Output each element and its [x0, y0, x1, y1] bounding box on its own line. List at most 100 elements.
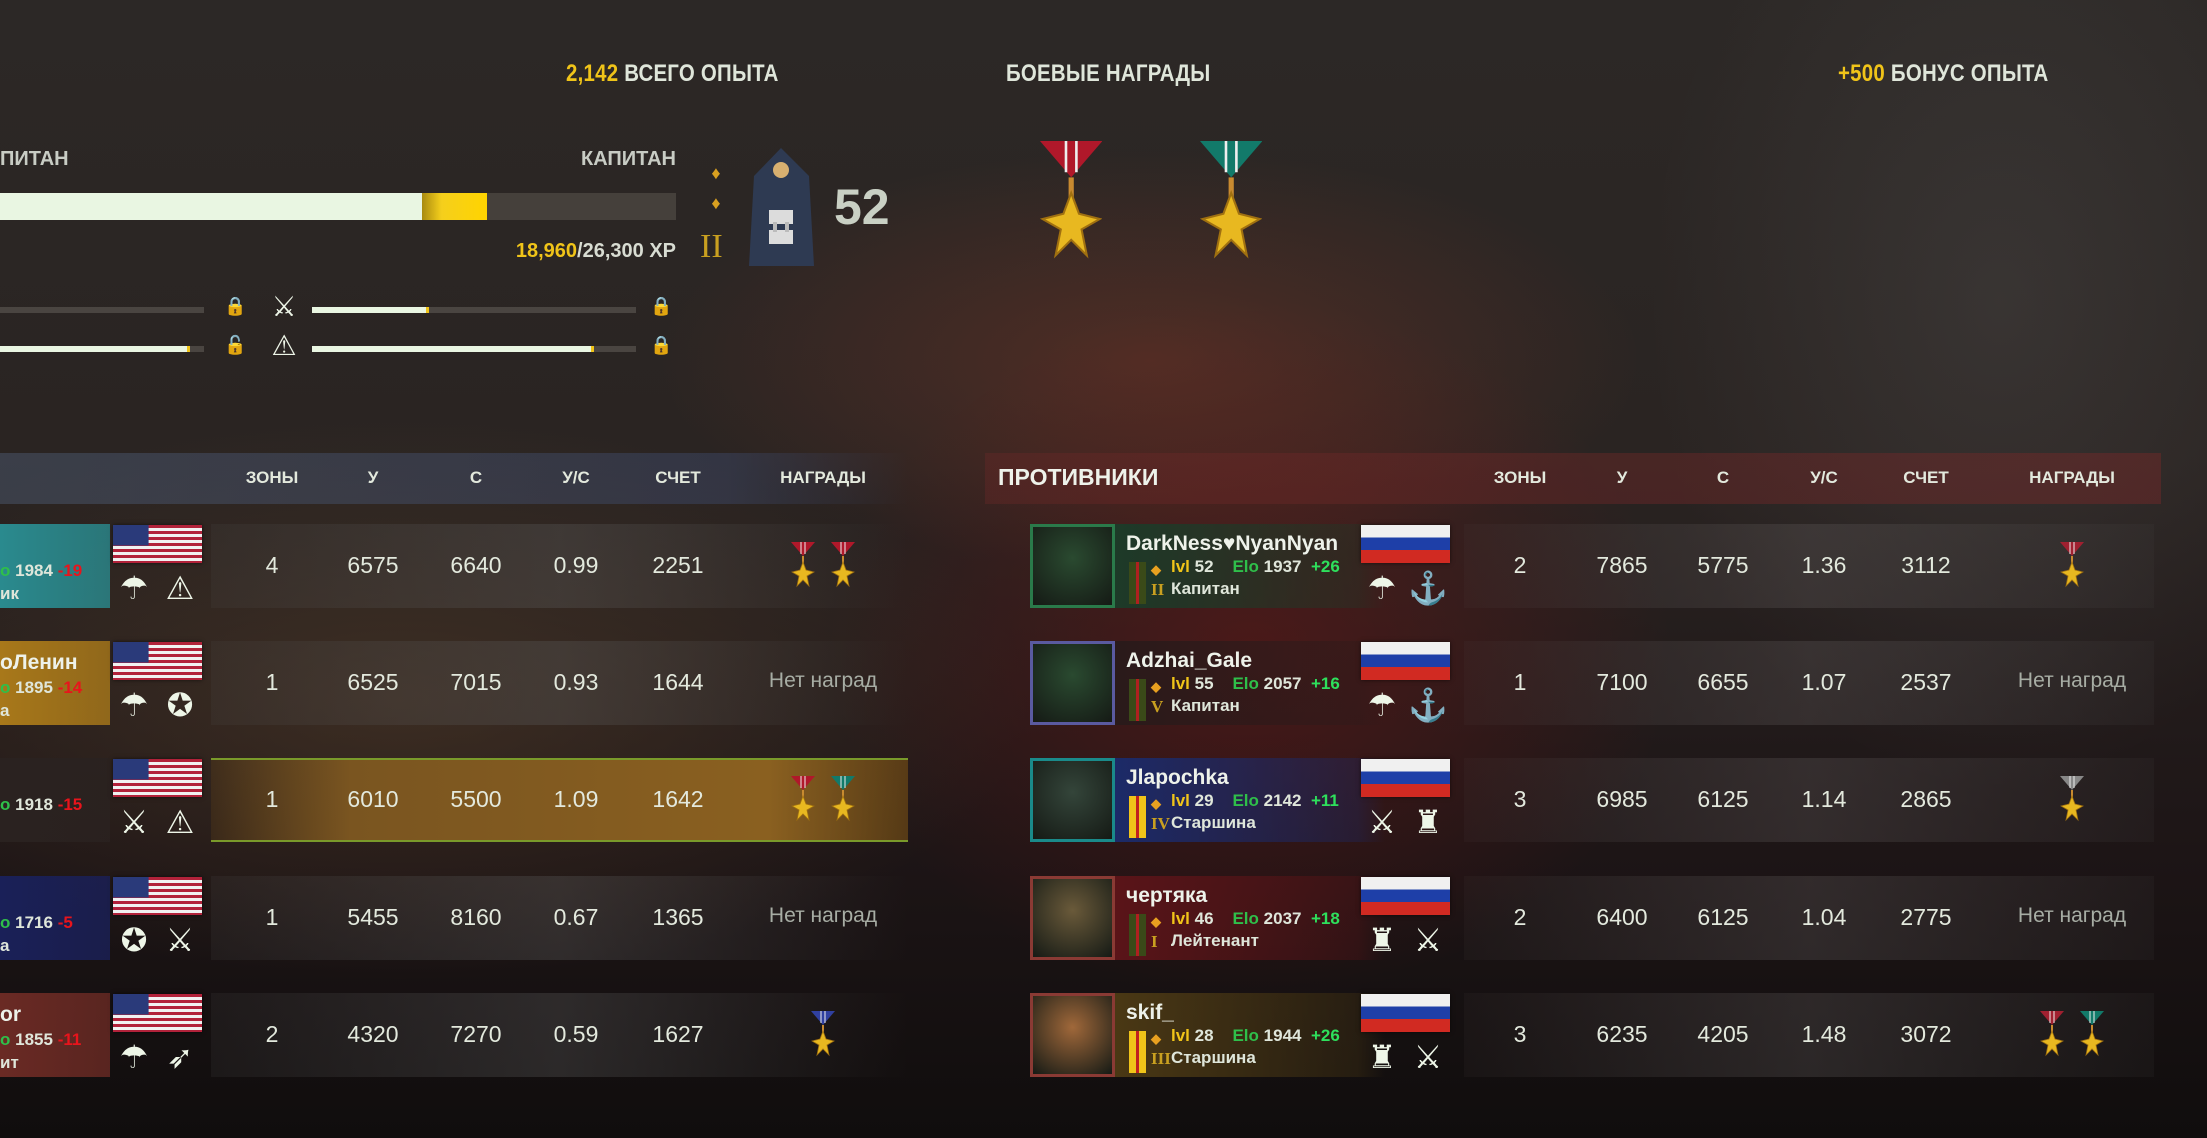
no-awards-text: Нет наград [768, 669, 878, 692]
player-avatar[interactable] [1030, 993, 1115, 1077]
enemy-row[interactable]: skif_ ◆ lvl 28 Elo 1944 +26 III Старшина… [1030, 993, 2154, 1077]
ally-row[interactable]: or o 1855 -11 ит ☂ ➶ 2 4320 7270 0.59 1627 [0, 993, 908, 1077]
bonus-xp-label: БОНУС ОПЫТА [1890, 60, 2049, 87]
allies-column-header[interactable]: ЗОНЫ [245, 468, 299, 487]
award-medal-icon[interactable] [2060, 542, 2084, 588]
ally-row[interactable]: o 1716 -5 а ✪ ⚔ 1 5455 8160 0.67 1365 Нет наг… [0, 876, 908, 960]
player-avatar[interactable] [1030, 758, 1115, 842]
rank-numeral: II [1151, 580, 1165, 599]
player-avatar[interactable] [1030, 641, 1115, 725]
enemy-row[interactable]: чертяка ◆ lvl 46 Elo 2037 +18 I Лейтенан… [1030, 876, 2154, 960]
enemies-column-header[interactable]: НАГРАДЫ [2029, 468, 2115, 487]
award-medal-icon[interactable] [2060, 776, 2084, 822]
enemies-column-header[interactable]: ЗОНЫ [1493, 468, 1547, 487]
rank-name: ик [0, 584, 19, 603]
allies-column-header[interactable]: У [367, 468, 379, 487]
battle-award-medal-icon[interactable] [1039, 141, 1103, 261]
stat-score: 2537 [1900, 669, 1952, 695]
battle-award-medal-icon[interactable] [1199, 141, 1263, 261]
player-avatar[interactable] [1030, 524, 1115, 608]
elo-label: Elo [1232, 557, 1259, 576]
stat-k: 6400 [1596, 904, 1648, 930]
stat-k: 7100 [1596, 669, 1648, 695]
level-value: 28 [1194, 1026, 1214, 1045]
engineer-icon: ⚠ [165, 570, 195, 606]
level-label: lvl [1171, 557, 1190, 576]
elo-value: 1918 [15, 795, 53, 814]
tank-icon: ♜ [1413, 804, 1443, 840]
enemies-column-header[interactable]: У [1616, 468, 1628, 487]
player-card [1115, 876, 1385, 960]
xp-current: 18,960 [515, 240, 578, 262]
ally-row[interactable]: оЛенин o 1895 -14 а ☂ ✪ 1 6525 7015 0.93 164… [0, 641, 908, 725]
elo-delta: +26 [1310, 1026, 1340, 1045]
rank-strip-icon [1129, 914, 1146, 956]
elo-value: 1984 [15, 561, 53, 580]
allies-column-header[interactable]: У/С [562, 468, 590, 487]
ally-row[interactable]: o 1918 -15 ⚔ ⚠ 1 6010 5500 1.09 1642 [0, 758, 908, 842]
total-xp-value: 2,142 [566, 60, 619, 87]
stat-k: 6575 [347, 552, 399, 578]
award-medal-icon[interactable] [2040, 1011, 2064, 1057]
enemy-row[interactable]: Adzhai_Gale ◆ lvl 55 Elo 2057 +16 V Капи… [1030, 641, 2154, 725]
stat-k: 7865 [1596, 552, 1648, 578]
battle-awards-title: БОЕВЫЕ НАГРАДЫ [1006, 60, 1211, 87]
rank-pip-icon: ◆ [1151, 562, 1161, 577]
engineer-icon: ⚠ [165, 804, 195, 840]
allies-column-header[interactable]: НАГРАДЫ [780, 468, 866, 487]
player-card [0, 758, 110, 842]
enemies-column-header[interactable]: СЧЕТ [1903, 468, 1949, 487]
stat-kd: 1.04 [1801, 904, 1847, 930]
parachute-icon: ☂ [1367, 570, 1397, 606]
stats-panel [1464, 993, 2154, 1077]
elo-line: o 1895 -14 [0, 678, 82, 698]
stat-zones: 2 [1513, 904, 1527, 930]
elo-line: o 1918 -15 [0, 795, 82, 815]
cavalry-icon: ⚔ [165, 922, 195, 958]
stat-d: 5775 [1697, 552, 1749, 578]
award-medal-icon[interactable] [2080, 1011, 2104, 1057]
allies-column-header[interactable]: С [469, 468, 483, 487]
elo-value: 2057 [1263, 674, 1302, 693]
parachute-icon: ☂ [119, 570, 149, 606]
elo-line: o 1984 -19 [0, 561, 82, 581]
stat-score: 3112 [1901, 552, 1951, 578]
ally-row[interactable]: o 1984 -19 ик ☂ ⚠ 4 6575 6640 0.99 2251 [0, 524, 908, 608]
class-progress-left [0, 307, 204, 313]
player-name: or [0, 1003, 21, 1026]
xp-total: /26,300 XP [577, 240, 676, 262]
rifles-icon: ⚔ [1367, 804, 1397, 840]
enemy-row[interactable]: Jlapochka ◆ lvl 29 Elo 2142 +11 IV Старш… [1030, 758, 2154, 842]
award-medal-icon[interactable] [831, 542, 855, 588]
shoulder-board-icon [749, 148, 814, 266]
stat-d: 6125 [1697, 786, 1749, 812]
player-card [0, 524, 110, 608]
award-medal-icon[interactable] [791, 542, 815, 588]
rank-name: Лейтенант [1171, 931, 1259, 950]
award-medal-icon[interactable] [811, 1011, 835, 1057]
elo-value: 2037 [1263, 909, 1302, 928]
stat-k: 5455 [347, 904, 399, 930]
stat-d: 6640 [450, 552, 502, 578]
enemy-row[interactable]: DarkNess♥NyanNyan ◆ lvl 52 Elo 1937 +26 … [1030, 524, 2154, 608]
rank-pip-icon: ◆ [1151, 796, 1161, 811]
player-avatar[interactable] [1030, 876, 1115, 960]
allies-column-header[interactable]: СЧЕТ [655, 468, 701, 487]
stat-kd: 1.07 [1801, 669, 1847, 695]
award-medal-icon[interactable] [791, 776, 815, 822]
enemies-column-header[interactable]: У/С [1810, 468, 1838, 487]
stat-d: 7270 [450, 1021, 502, 1047]
player-name: DarkNess♥NyanNyan [1126, 532, 1339, 555]
rank-name: Капитан [1171, 579, 1240, 598]
next-rank-label: КАПИТАН [581, 148, 676, 170]
russia-flag-icon [1361, 759, 1450, 797]
rank-numeral: IV [1151, 814, 1170, 833]
enemies-column-header[interactable]: С [1716, 468, 1730, 487]
parachute-icon: ☂ [119, 1039, 149, 1075]
stat-kd: 0.67 [553, 904, 599, 930]
elo-delta: +11 [1310, 791, 1339, 810]
special-forces-icon: ➶ [166, 1039, 194, 1075]
award-medal-icon[interactable] [831, 776, 855, 822]
player-card [0, 993, 110, 1077]
level-value: 52 [1194, 557, 1214, 576]
